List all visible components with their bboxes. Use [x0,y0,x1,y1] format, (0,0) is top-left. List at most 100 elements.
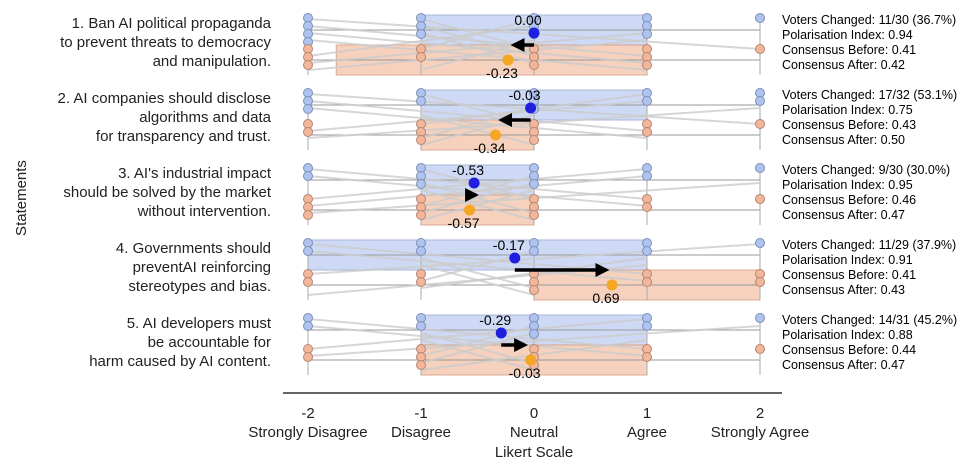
mean-before-point [495,327,507,339]
y-axis-title: Statements [13,160,30,236]
statement-stat: Voters Changed: 11/29 (37.9%) [782,238,956,252]
after-response-dot [755,44,765,54]
mean-before-label: -0.17 [493,237,525,253]
after-response-dot [303,210,313,220]
statement-stat: Polarisation Index: 0.95 [782,178,913,192]
statement-label-line: preventAI reinforcing [133,259,271,276]
statement-label-line: and manipulation. [153,53,271,70]
before-response-dot [755,96,765,106]
mean-after-label: -0.03 [509,365,541,381]
after-response-dot [642,127,652,137]
transition-line [307,100,648,132]
statement-stat: Consensus After: 0.42 [782,58,905,72]
before-response-dot [416,179,426,189]
x-tick-label: 0 [530,405,538,422]
transition-line [420,339,535,371]
before-response-dot [303,104,313,114]
before-response-dot [303,171,313,181]
before-response-dot [755,238,765,248]
after-response-dot [529,285,539,295]
statement-row-3: -0.53 -0.57 3. AI's industrial impact shoul… [63,162,950,231]
mean-after-label: -0.23 [486,65,518,81]
before-response-dot [755,13,765,23]
statement-stat: Consensus Before: 0.46 [782,193,916,207]
after-response-dot [642,60,652,70]
mean-after-label: -0.57 [448,215,480,231]
statement-label-line: 1. Ban AI political propaganda [72,15,272,32]
after-response-dot [642,277,652,287]
x-tick-sublabel: Disagree [391,424,451,441]
statement-label-line: 5. AI developers must [127,315,272,332]
x-tick-sublabel: Neutral [510,424,558,441]
before-response-dot [642,171,652,181]
before-response-dot [642,321,652,331]
x-axis-title: Likert Scale [495,444,573,460]
transition-line [307,25,535,57]
statement-stat: Voters Changed: 11/30 (36.7%) [782,13,956,27]
mean-before-label: 0.00 [514,12,541,28]
statement-stat: Voters Changed: 17/32 (53.1%) [782,88,957,102]
statement-row-5: -0.29 -0.03 5. AI developers must be accoun… [89,312,957,381]
after-response-dot [416,360,426,370]
after-response-dot [755,194,765,204]
statement-label-line: stereotypes and bias. [128,278,271,295]
statement-label-line: be accountable for [148,334,271,351]
statement-stat: Consensus After: 0.47 [782,208,905,222]
after-response-dot [642,352,652,362]
transition-line [307,318,648,350]
x-tick-label: -2 [301,405,314,422]
before-response-dot [416,246,426,256]
statement-stat: Polarisation Index: 0.91 [782,253,913,267]
transition-line [420,257,535,289]
transition-line [420,189,535,221]
mean-before-point [528,27,540,39]
after-response-dot [642,202,652,212]
statement-label-line: harm caused by AI content. [89,353,271,370]
after-response-dot [755,344,765,354]
statement-stat: Polarisation Index: 0.88 [782,328,913,342]
after-response-dot [416,52,426,62]
mean-after-point [502,54,514,66]
statement-label-line: algorithms and data [139,109,271,126]
statement-label-line: without intervention. [137,203,271,220]
mean-after-point [490,129,502,141]
x-tick-label: 2 [756,405,764,422]
mean-before-point [509,252,521,264]
statement-stat: Consensus Before: 0.44 [782,343,916,357]
after-response-dot [303,60,313,70]
statement-stat: Consensus After: 0.43 [782,283,905,297]
before-response-dot [529,246,539,256]
mean-after-label: 0.69 [592,290,619,306]
before-response-dot [642,29,652,39]
after-response-dot [303,127,313,137]
mean-before-label: -0.03 [509,87,541,103]
mean-before-label: -0.29 [479,312,511,328]
mean-after-point [606,279,618,291]
mean-after-point [525,354,537,366]
statement-stat: Polarisation Index: 0.75 [782,103,913,117]
x-tick-sublabel: Strongly Agree [711,424,809,441]
after-response-dot [755,277,765,287]
statement-row-1: 0.00 -0.23 1. Ban AI political propaganda t… [60,12,956,81]
statement-label-line: for transparency and trust. [96,128,271,145]
statement-stat: Consensus Before: 0.41 [782,43,916,57]
after-response-dot [303,352,313,362]
before-response-dot [303,321,313,331]
before-response-dot [303,246,313,256]
after-response-dot [416,135,426,145]
after-response-dot [416,277,426,287]
statement-stat: Consensus After: 0.50 [782,133,905,147]
x-tick-sublabel: Strongly Disagree [248,424,367,441]
after-response-dot [303,277,313,287]
after-response-dot [529,60,539,70]
statement-label-line: 4. Governments should [116,240,271,257]
before-response-dot [416,96,426,106]
before-response-dot [755,163,765,173]
x-tick-label: -1 [414,405,427,422]
after-response-dot [416,210,426,220]
transition-line [307,32,648,64]
statement-stat: Consensus Before: 0.41 [782,268,916,282]
before-response-dot [529,179,539,189]
statement-stat: Voters Changed: 9/30 (30.0%) [782,163,950,177]
statement-row-4: -0.17 0.69 4. Governments should preventAI … [116,237,956,306]
